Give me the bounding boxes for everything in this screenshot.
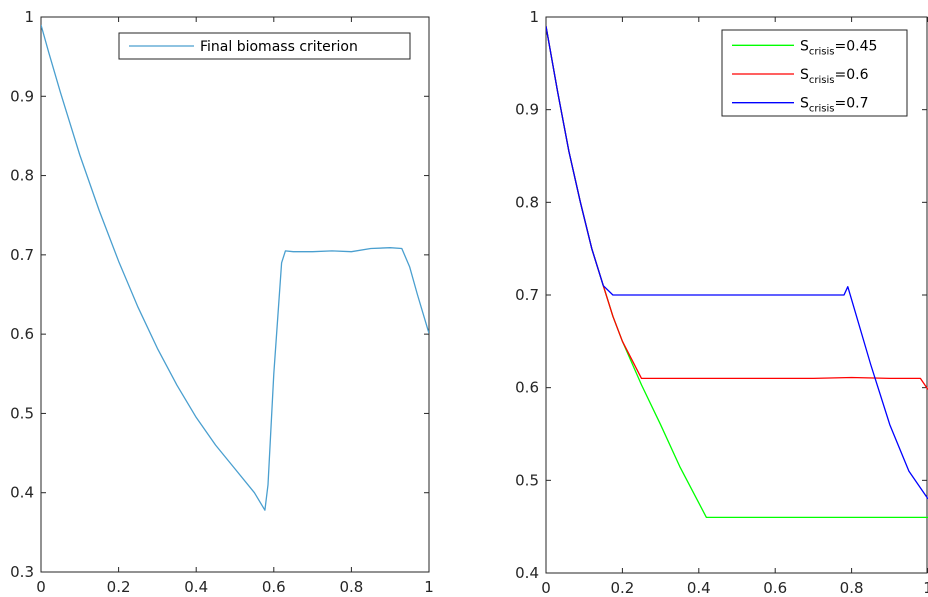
y-tick-label: 0.9 — [10, 87, 34, 105]
y-tick-label: 0.8 — [10, 167, 34, 185]
y-tick-label: 0.5 — [515, 471, 539, 489]
x-tick-label: 0 — [541, 579, 551, 597]
x-tick-label: 0.6 — [763, 579, 787, 597]
y-tick-label: 1 — [24, 8, 34, 26]
y-tick-label: 1 — [529, 8, 539, 26]
y-tick-label: 0.3 — [10, 563, 34, 581]
y-tick-label: 0.4 — [515, 564, 539, 582]
x-tick-label: 0.4 — [687, 579, 711, 597]
x-tick-label: 0.2 — [107, 578, 131, 596]
right-chart: 0 0.2 0.4 0.6 0.8 1 0.4 0.5 0.6 0.7 0.8 0.9 1 Scrisis… — [515, 8, 928, 597]
left-chart: 0 0.2 0.4 0.6 0.8 1 0.3 0.4 0.5 0.6 0.7 0.8 0.9 1 Fina… — [10, 8, 434, 596]
legend-box — [721, 29, 908, 117]
y-tick-label: 0.7 — [515, 286, 539, 304]
x-tick-label: 1 — [424, 578, 434, 596]
y-tick-label: 0.6 — [515, 379, 539, 397]
x-tick-label: 0.4 — [184, 578, 208, 596]
legend-label-1: Scrisis=0.6 — [800, 67, 869, 86]
y-tick-label: 0.9 — [515, 101, 539, 119]
y-tick-label: 0.7 — [10, 246, 34, 264]
y-tick-label: 0.4 — [10, 484, 34, 502]
y-tick-label: 0.8 — [515, 193, 539, 211]
y-tick-label: 0.5 — [10, 404, 34, 422]
series-line-2 — [546, 26, 928, 500]
x-tick-label: 0.6 — [262, 578, 286, 596]
plot-frame — [40, 16, 430, 573]
x-tick-label: 1 — [923, 579, 928, 597]
x-tick-label: 0 — [36, 578, 46, 596]
legend-label-0: Scrisis=0.45 — [800, 38, 877, 57]
x-tick-label: 0.2 — [610, 579, 634, 597]
x-tick-label: 0.8 — [840, 579, 864, 597]
legend-label-0: Final biomass criterion — [200, 39, 358, 55]
y-tick-label: 0.6 — [10, 325, 34, 343]
legend-label-2: Scrisis=0.7 — [800, 96, 868, 115]
x-tick-label: 0.8 — [339, 578, 363, 596]
series-line-0 — [41, 24, 429, 511]
